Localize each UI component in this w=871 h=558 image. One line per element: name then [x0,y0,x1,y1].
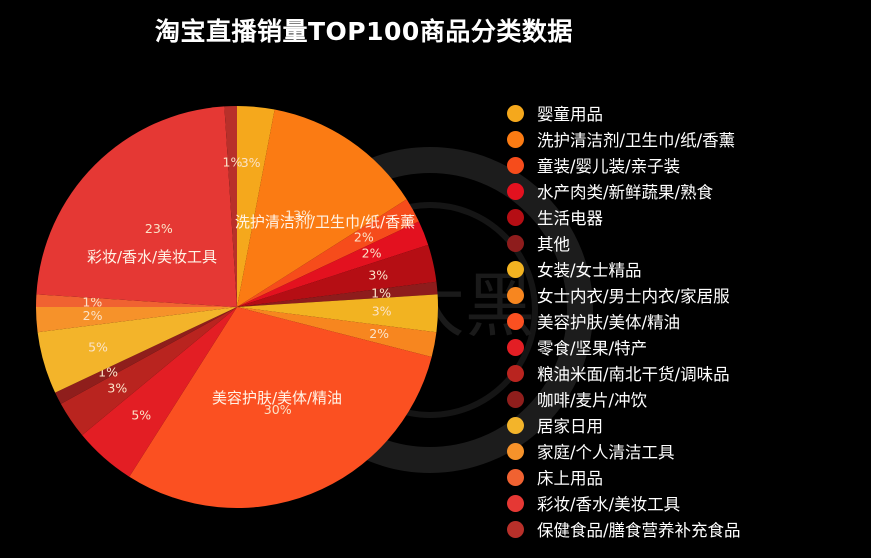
legend-dot-icon [507,364,524,382]
legend-item[interactable]: 零食/坚果/特产 [507,334,741,360]
legend-item[interactable]: 洗护清洁剂/卫生巾/纸/香薰 [507,126,741,152]
pie-slice [36,294,237,307]
pie-slice [82,307,238,477]
slice-percent-label: 23% [145,221,173,236]
pie-slice [237,307,437,357]
slice-percent-label: 1% [371,285,391,300]
legend-label: 女士内衣/男士内衣/家居服 [537,287,730,306]
legend-label: 生活电器 [537,209,603,228]
legend-label: 水产肉类/新鲜蔬果/熟食 [537,183,714,202]
legend-item[interactable]: 粮油米面/南北干货/调味品 [507,360,741,386]
legend-dot-icon [507,442,524,460]
legend-label: 洗护清洁剂/卫生巾/纸/香薰 [537,131,736,150]
legend-item[interactable]: 婴童用品 [507,100,741,126]
legend-item[interactable]: 其他 [507,230,741,256]
pie-slice [129,307,432,508]
legend-item[interactable]: 居家日用 [507,412,741,438]
legend-dot-icon [507,286,524,304]
slice-percent-label: 1% [223,154,243,169]
pie-slice [224,106,237,307]
legend-label: 家庭/个人清洁工具 [537,443,675,462]
legend-item[interactable]: 保健食品/膳食营养补充食品 [507,516,741,542]
slice-percent-label: 3% [241,155,261,170]
legend-dot-icon [507,234,524,252]
pie-slice [237,281,438,307]
legend-label: 婴童用品 [537,105,603,124]
legend-dot-icon [507,494,524,512]
pie-slice [237,106,275,307]
slice-percent-label: 2% [369,326,389,341]
pie-slice [60,307,237,436]
pie-slice [36,106,237,307]
legend-dot-icon [507,390,524,408]
slice-percent-label: 3% [368,267,388,282]
pie-slice [55,307,237,404]
legend-dot-icon [507,468,524,486]
legend-item[interactable]: 女装/女士精品 [507,256,741,282]
pie-slice [237,109,407,307]
legend-label: 美容护肤/美体/精油 [537,313,681,332]
legend-item[interactable]: 床上用品 [507,464,741,490]
slice-category-label: 洗护清洁剂/卫生巾/纸/香薰 [235,213,415,231]
slice-percent-label: 30% [264,402,292,417]
legend-item[interactable]: 水产肉类/新鲜蔬果/熟食 [507,178,741,204]
legend-label: 女装/女士精品 [537,261,642,280]
pie-slice [237,294,438,333]
legend-label: 其他 [537,235,570,254]
slice-percent-label: 3% [372,304,392,319]
legend-item[interactable]: 女士内衣/男士内衣/家居服 [507,282,741,308]
slice-percent-label: 13% [285,208,313,223]
chart-title: 淘宝直播销量TOP100商品分类数据 [155,17,573,46]
legend-label: 保健食品/膳食营养补充食品 [537,521,741,540]
pie-slice [36,307,237,333]
legend-dot-icon [507,260,524,278]
legend-label: 零食/坚果/特产 [537,339,648,358]
legend-item[interactable]: 彩妆/香水/美妆工具 [507,490,741,516]
legend-item[interactable]: 美容护肤/美体/精油 [507,308,741,334]
legend-label: 彩妆/香水/美妆工具 [537,495,681,514]
pie-slice [237,199,419,307]
legend-dot-icon [507,208,524,226]
legend-dot-icon [507,312,524,330]
pie-slice [237,244,437,307]
legend-item[interactable]: 童装/婴儿装/亲子装 [507,152,741,178]
slice-percent-label: 2% [354,229,374,244]
pie-slice [237,221,429,307]
legend-dot-icon [507,104,524,122]
legend-dot-icon [507,182,524,200]
legend-label: 咖啡/麦片/冲饮 [537,391,648,410]
slice-percent-label: 2% [83,308,103,323]
legend-label: 居家日用 [537,417,603,436]
slice-percent-label: 5% [88,339,108,354]
slice-percent-label: 2% [362,246,382,261]
legend-item[interactable]: 家庭/个人清洁工具 [507,438,741,464]
legend-dot-icon [507,520,524,538]
slice-category-label: 美容护肤/美体/精油 [212,389,342,407]
legend-item[interactable]: 生活电器 [507,204,741,230]
legend-dot-icon [507,156,524,174]
legend-item[interactable]: 咖啡/麦片/冲饮 [507,386,741,412]
legend-dot-icon [507,338,524,356]
pie-slice [37,307,237,393]
legend-dot-icon [507,416,524,434]
legend-label: 童装/婴儿装/亲子装 [537,157,681,176]
slice-category-label: 彩妆/香水/美妆工具 [87,248,217,266]
legend-dot-icon [507,130,524,148]
slice-percent-label: 5% [131,408,151,423]
chart-legend: 婴童用品洗护清洁剂/卫生巾/纸/香薰 童装/婴儿装/亲子装水产肉类/新鲜蔬果/熟食… [507,100,741,542]
legend-label: 粮油米面/南北干货/调味品 [537,365,730,384]
slice-percent-label: 3% [107,380,127,395]
legend-label: 床上用品 [537,469,603,488]
